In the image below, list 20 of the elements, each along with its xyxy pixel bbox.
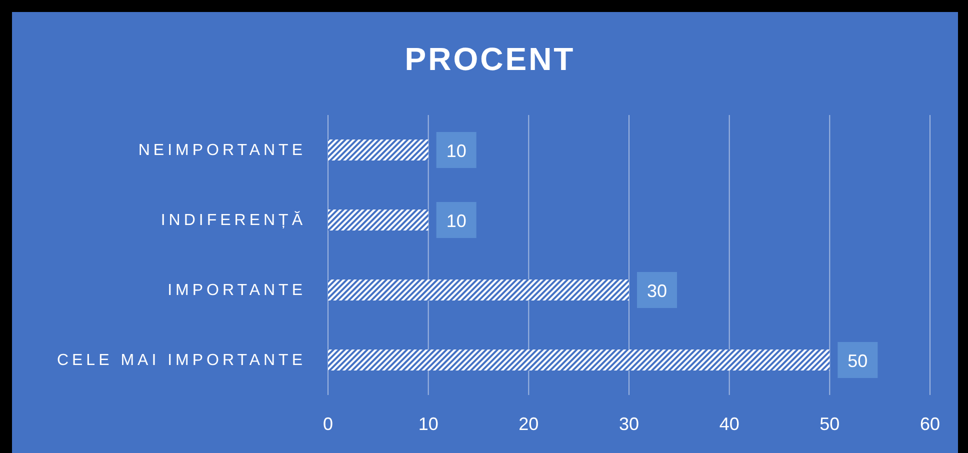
x-tick-label: 60 (920, 414, 940, 434)
data-label: 10 (446, 141, 466, 161)
bar (328, 350, 830, 370)
data-label: 10 (446, 211, 466, 231)
y-tick-label: CELE MAI IMPORTANTE (56, 352, 306, 370)
bar (328, 140, 428, 160)
data-label: 50 (848, 351, 868, 371)
x-tick-label: 20 (518, 414, 539, 434)
bar (328, 210, 428, 230)
x-tick-label: 40 (719, 414, 740, 434)
chart-title: PROCENT (404, 41, 576, 77)
y-tick-label: IMPORTANTE (168, 282, 306, 300)
y-tick-label: INDIFERENȚĂ (160, 211, 306, 230)
x-tick-label: 0 (322, 414, 334, 434)
x-tick-label: 10 (418, 414, 438, 434)
data-label: 30 (646, 281, 668, 301)
y-tick-label: NEIMPORTANTE (138, 142, 306, 160)
x-tick-label: 50 (820, 414, 840, 434)
x-tick-label: 30 (618, 414, 640, 434)
bar (328, 280, 629, 300)
